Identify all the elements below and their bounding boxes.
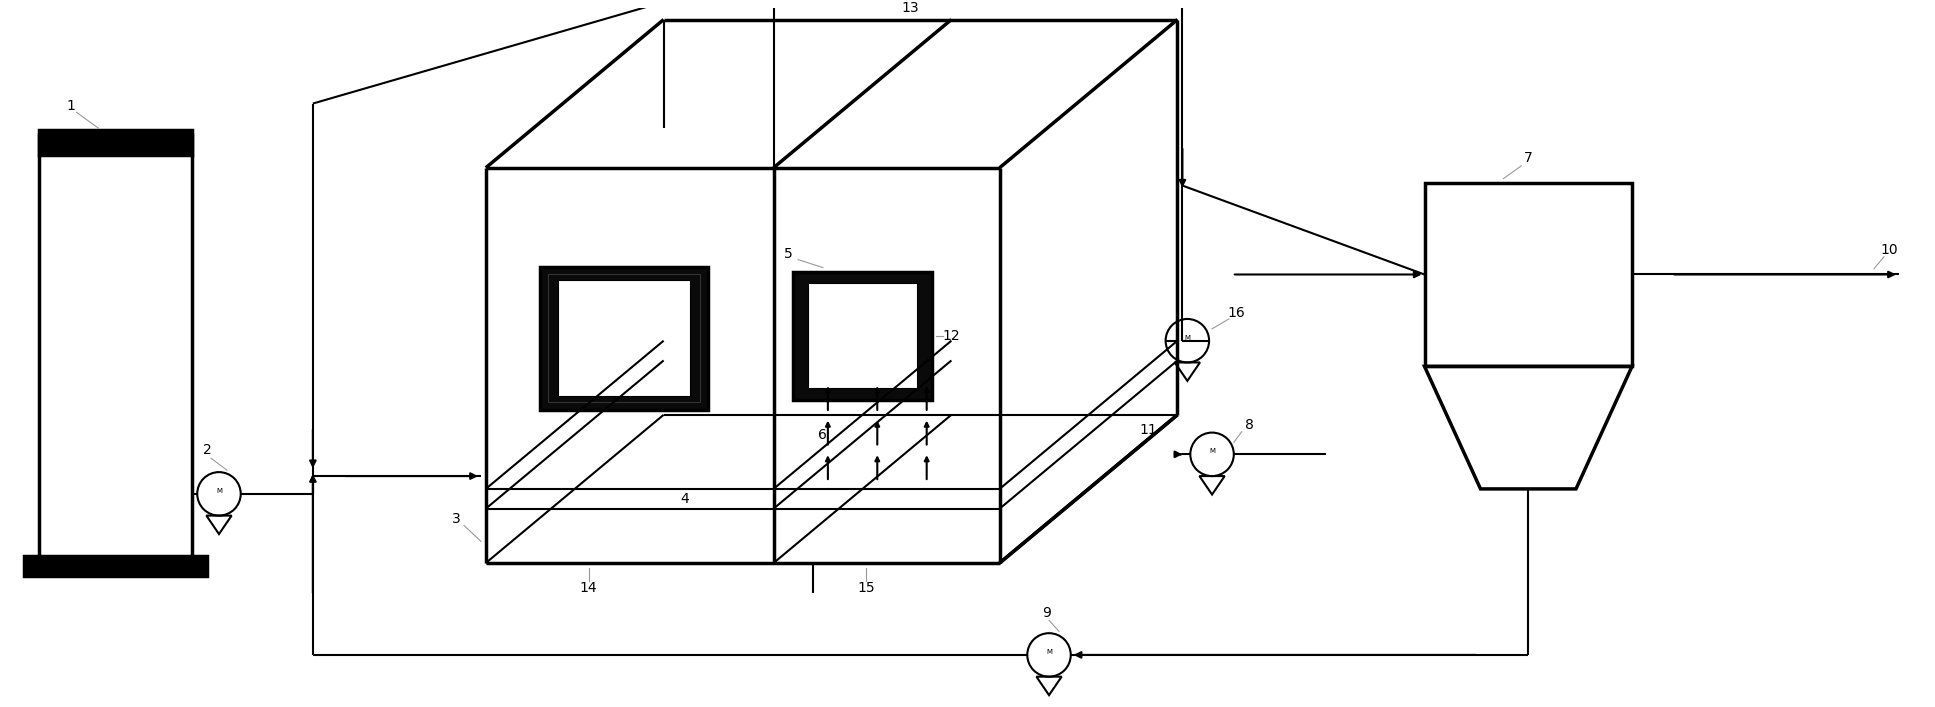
Text: M: M (1184, 334, 1190, 341)
Text: M: M (217, 488, 223, 494)
Text: 5: 5 (784, 247, 793, 261)
Text: 8: 8 (1246, 418, 1254, 432)
Text: 13: 13 (902, 1, 919, 15)
Text: 3: 3 (451, 512, 461, 525)
Bar (540, 267, 708, 410)
Bar (557, 281, 691, 396)
Text: 9: 9 (1043, 607, 1051, 621)
Bar (39, 130, 192, 155)
Polygon shape (106, 139, 126, 155)
Bar (809, 284, 917, 388)
Text: 11: 11 (1140, 423, 1157, 437)
Text: 1: 1 (66, 98, 75, 112)
Bar (1424, 182, 1631, 366)
Text: 7: 7 (1525, 151, 1533, 165)
Text: 12: 12 (942, 329, 960, 343)
Text: 10: 10 (1881, 243, 1898, 257)
Bar (793, 271, 931, 400)
Text: 14: 14 (580, 580, 598, 595)
Text: 2: 2 (203, 443, 211, 457)
Text: 16: 16 (1229, 306, 1246, 320)
Text: 15: 15 (857, 580, 875, 595)
Text: M: M (1209, 448, 1215, 455)
Text: 4: 4 (681, 492, 689, 506)
Bar (548, 274, 700, 402)
Text: M: M (1047, 649, 1053, 655)
Bar (25, 556, 207, 576)
Text: 6: 6 (819, 428, 828, 442)
